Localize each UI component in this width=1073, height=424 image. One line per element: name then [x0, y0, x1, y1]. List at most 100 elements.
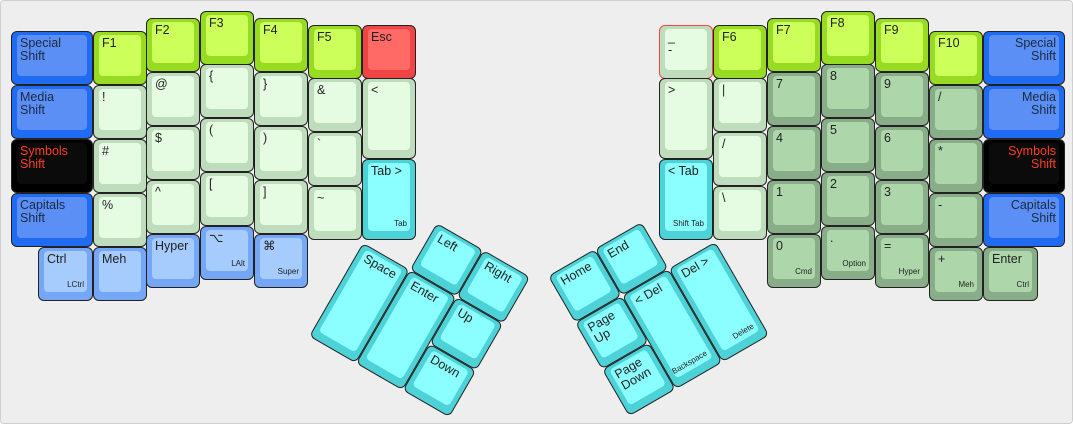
key-symbol[interactable]: !: [93, 85, 147, 139]
key-8[interactable]: 8: [821, 64, 875, 118]
key-symbol[interactable]: . Option: [821, 226, 875, 280]
key-label: Enter: [992, 252, 1022, 266]
keycap: Capitals Shift: [989, 197, 1059, 238]
key-special-shift[interactable]: Special Shift: [983, 31, 1065, 85]
key-symbol[interactable]: -: [929, 193, 983, 247]
key-label: %: [102, 198, 114, 212]
key-f1[interactable]: F1: [93, 31, 147, 85]
key-f2[interactable]: F2: [146, 18, 200, 72]
key-symbol[interactable]: #: [93, 139, 147, 193]
key-4[interactable]: 4: [767, 126, 821, 180]
key-symbol[interactable]: &: [308, 78, 362, 132]
key-symbol[interactable]: $: [146, 126, 200, 180]
key-label: Page Down: [612, 354, 654, 393]
key-symbol[interactable]: /: [929, 85, 983, 139]
keycap: 1: [773, 184, 815, 225]
keycap: Symbols Shift: [989, 143, 1059, 184]
key-symbol[interactable]: {: [200, 64, 254, 118]
key-label: Symbols Shift: [1008, 144, 1056, 171]
key-label: F4: [263, 23, 278, 37]
keycap: ⌘ Super: [260, 238, 302, 279]
key-sublabel: LCtrl: [67, 280, 84, 289]
key-f6[interactable]: F6: [713, 25, 767, 79]
key-special-shift[interactable]: Special Shift: [11, 31, 93, 85]
key-symbol[interactable]: (: [200, 118, 254, 172]
key-symbols-shift[interactable]: Symbols Shift: [11, 139, 93, 193]
keycap: {: [206, 68, 248, 109]
key-label: Media Shift: [20, 90, 55, 117]
key-label: 6: [884, 131, 891, 145]
key-label: Symbols Shift: [20, 144, 68, 171]
key-symbol[interactable]: [: [200, 172, 254, 226]
key-label: *: [938, 144, 943, 158]
key-media-shift[interactable]: Media Shift: [983, 85, 1065, 139]
key-symbol[interactable]: `: [308, 132, 362, 186]
keycap: F5: [314, 29, 356, 70]
key-symbol[interactable]: \: [713, 186, 767, 240]
key-tab[interactable]: < Tab Shift Tab: [659, 159, 713, 240]
key-symbol[interactable]: ⌥ LAlt: [200, 226, 254, 280]
key-symbol[interactable]: @: [146, 72, 200, 126]
key-1[interactable]: 1: [767, 180, 821, 234]
key-f7[interactable]: F7: [767, 18, 821, 72]
key-7[interactable]: 7: [767, 72, 821, 126]
key-sublabel: Ctrl: [1016, 280, 1029, 289]
keycap: <: [368, 82, 410, 150]
key-symbol[interactable]: >: [659, 78, 713, 159]
key-ctrl[interactable]: Ctrl LCtrl: [38, 247, 93, 301]
key-symbol[interactable]: ~: [308, 186, 362, 240]
key-symbol[interactable]: <: [362, 78, 416, 159]
key-esc[interactable]: Esc: [362, 25, 416, 79]
key-label: Tab >: [371, 164, 402, 178]
key-capitals-shift[interactable]: Capitals Shift: [11, 193, 93, 247]
key-0[interactable]: 0 Cmd: [767, 234, 821, 288]
key-symbol[interactable]: }: [254, 72, 308, 126]
key-label: -: [938, 198, 943, 212]
key-f4[interactable]: F4: [254, 18, 308, 72]
key-symbol[interactable]: _ -: [659, 25, 713, 79]
key-f10[interactable]: F10: [929, 31, 983, 85]
key-symbol[interactable]: + Meh: [929, 247, 983, 301]
key-symbol[interactable]: |: [713, 78, 767, 132]
key-symbol[interactable]: ): [254, 126, 308, 180]
key-label: .: [830, 231, 834, 245]
key-tab[interactable]: Tab > Tab: [362, 159, 416, 240]
key-f5[interactable]: F5: [308, 25, 362, 79]
key-symbol[interactable]: = Hyper: [875, 234, 929, 288]
key-enter[interactable]: Enter Ctrl: [983, 247, 1038, 301]
key-symbol[interactable]: /: [713, 132, 767, 186]
key-2[interactable]: 2: [821, 172, 875, 226]
keycap: Meh: [99, 251, 141, 292]
key-meh[interactable]: Meh: [93, 247, 147, 301]
key-6[interactable]: 6: [875, 126, 929, 180]
key-symbol[interactable]: ^: [146, 180, 200, 234]
key-symbol[interactable]: %: [93, 193, 147, 247]
keycap: Tab > Tab: [368, 163, 410, 231]
key-label: !: [102, 90, 106, 104]
key-f3[interactable]: F3: [200, 11, 254, 65]
key-f9[interactable]: F9: [875, 18, 929, 72]
keycap: Special Shift: [17, 35, 87, 76]
key-3[interactable]: 3: [875, 180, 929, 234]
key-sublabel: Super: [277, 267, 299, 276]
key-9[interactable]: 9: [875, 72, 929, 126]
key-label: F7: [776, 23, 791, 37]
key-label: \: [722, 191, 726, 205]
key-sublabel: Cmd: [795, 267, 812, 276]
key-label: }: [263, 77, 268, 91]
keycap: 2: [827, 176, 869, 217]
key-label: <: [371, 83, 379, 97]
key-capitals-shift[interactable]: Capitals Shift: [983, 193, 1065, 247]
key-label: =: [884, 239, 892, 253]
key-f8[interactable]: F8: [821, 11, 875, 65]
key-media-shift[interactable]: Media Shift: [11, 85, 93, 139]
key-sublabel: LAlt: [231, 259, 245, 268]
key-symbol[interactable]: ]: [254, 180, 308, 234]
key-hyper[interactable]: Hyper: [146, 234, 200, 288]
key-symbol[interactable]: *: [929, 139, 983, 193]
key-symbols-shift[interactable]: Symbols Shift: [983, 139, 1065, 193]
key-symbol[interactable]: ⌘ Super: [254, 234, 308, 288]
key-label: F1: [102, 36, 117, 50]
keycap: F1: [99, 35, 141, 76]
key-5[interactable]: 5: [821, 118, 875, 172]
